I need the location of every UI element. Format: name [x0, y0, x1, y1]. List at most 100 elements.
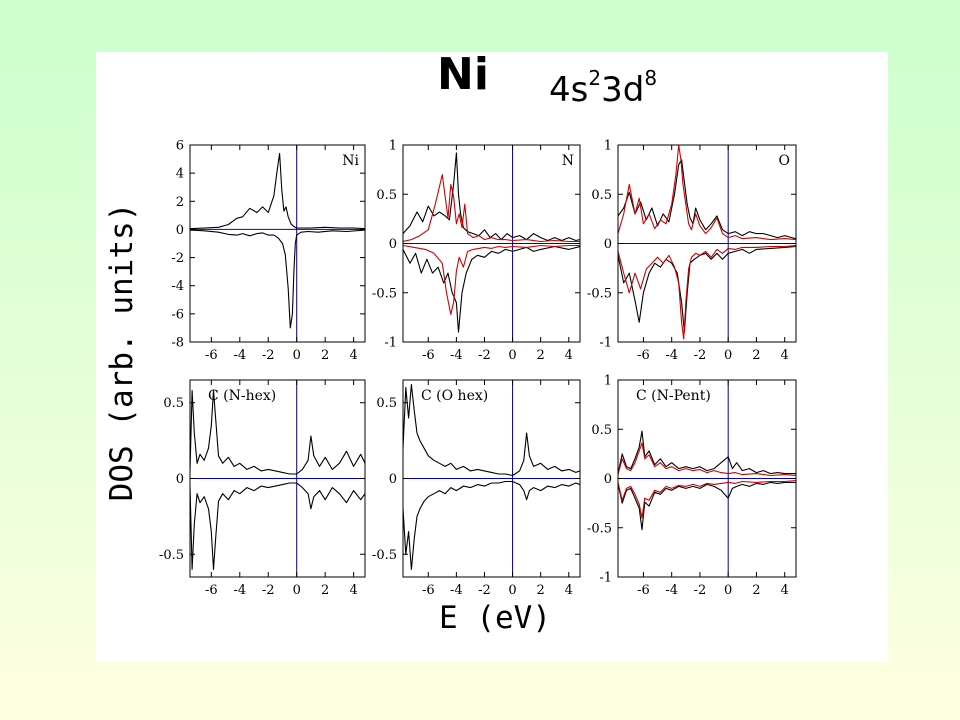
x-tick-label: 4: [781, 348, 789, 363]
x-tick-label: 4: [349, 348, 357, 363]
dos-panel-3: -6 -4 -2 0 2 4 -1 -0.5 0 0.5 1 O: [587, 139, 797, 363]
x-tick-label: -4: [665, 583, 678, 598]
y-tick-label: 0: [176, 223, 184, 238]
x-tick-label: -6: [637, 583, 650, 598]
x-tick-label: 0: [724, 583, 732, 598]
black-dos-curve-1: [190, 152, 365, 230]
y-tick-label: 0.5: [376, 188, 397, 203]
x-tick-label: 0: [508, 583, 516, 598]
x-tick-label: -4: [233, 583, 246, 598]
black-dos-curve-2: [190, 482, 365, 570]
series-group: [403, 383, 580, 570]
panel-label: N: [562, 153, 574, 169]
y-tick-label: 1: [604, 139, 612, 154]
x-tick-label: -2: [478, 583, 491, 598]
x-tick-label: -4: [233, 348, 246, 363]
y-tick-label: 0: [389, 472, 397, 487]
y-tick-label: 0: [604, 472, 612, 487]
y-tick-label: -8: [171, 336, 184, 351]
y-tick-label: 0: [389, 237, 397, 252]
x-tick-label: -2: [262, 348, 275, 363]
panel-label: C (O hex): [421, 388, 488, 404]
x-tick-label: -4: [450, 348, 463, 363]
red-dos-curve-2: [618, 145, 796, 241]
black-dos-curve-2: [190, 229, 365, 329]
x-tick-label: -2: [478, 348, 491, 363]
y-tick-label: 1: [604, 374, 612, 389]
red-dos-curve-4: [618, 244, 796, 340]
title-config-sup2: 8: [644, 66, 658, 90]
panel-label: C (N-Pent): [636, 388, 711, 404]
y-tick-label: -0.5: [159, 548, 184, 563]
black-dos-curve-3: [403, 245, 580, 333]
x-tick-label: -4: [665, 348, 678, 363]
y-tick-label: 0.5: [591, 188, 612, 203]
title-config-main: 4s: [549, 70, 589, 110]
y-tick-label: 1: [389, 139, 397, 154]
x-tick-label: 2: [537, 583, 545, 598]
y-tick-label: -6: [171, 307, 184, 322]
x-tick-label: -6: [637, 348, 650, 363]
y-tick-label: -0.5: [372, 548, 397, 563]
y-tick-label: -2: [171, 251, 184, 266]
series-group: [403, 152, 580, 333]
x-tick-label: 0: [724, 348, 732, 363]
x-tick-label: -2: [694, 583, 707, 598]
y-tick-label: -1: [599, 336, 612, 351]
y-tick-label: 0.5: [376, 396, 397, 411]
y-tick-label: 4: [176, 167, 184, 182]
panel-frame: [189, 144, 366, 343]
series-group: [190, 152, 365, 329]
y-tick-label: -1: [599, 571, 612, 586]
y-tick-label: 2: [176, 195, 184, 210]
panel-label: O: [779, 153, 790, 169]
black-dos-curve-3: [618, 245, 796, 333]
panel-label: C (N-hex): [208, 388, 276, 404]
y-tick-label: 0: [176, 472, 184, 487]
x-tick-label: -6: [422, 348, 435, 363]
x-tick-label: 2: [537, 348, 545, 363]
title-configuration: 4s23d8: [549, 58, 657, 110]
series-group: [618, 145, 796, 340]
dos-panel-5: -6 -4 -2 0 2 4 -0.5 0 0.5 C (O hex): [372, 379, 581, 598]
x-tick-label: 4: [565, 583, 573, 598]
red-dos-curve-4: [403, 244, 580, 315]
black-dos-curve-1: [618, 159, 796, 240]
x-tick-label: 0: [293, 348, 301, 363]
black-dos-curve-1: [403, 152, 580, 242]
x-tick-label: 4: [349, 583, 357, 598]
dos-panel-1: -6 -4 -2 0 2 4 -8 -6 -4 -2 0 2 4 6 Ni: [171, 139, 366, 363]
black-dos-curve-2: [403, 480, 580, 570]
x-tick-label: 2: [752, 348, 760, 363]
dos-panel-2: -6 -4 -2 0 2 4 -1 -0.5 0 0.5 1 N: [372, 139, 581, 363]
black-dos-curve-3: [618, 481, 796, 531]
slide-title: Ni 4s23d8: [437, 48, 717, 111]
red-dos-curve-4: [618, 479, 796, 519]
red-dos-curve-2: [618, 442, 796, 477]
y-tick-label: -0.5: [587, 286, 612, 301]
y-tick-label: 0.5: [591, 423, 612, 438]
x-tick-label: -6: [422, 583, 435, 598]
black-dos-curve-1: [618, 430, 796, 475]
x-tick-label: 0: [293, 583, 301, 598]
slide-panel: [96, 52, 888, 662]
x-tick-label: 2: [321, 583, 329, 598]
x-axis-title: E (eV): [439, 600, 551, 636]
y-tick-label: 6: [176, 139, 184, 154]
y-tick-label: 0.5: [163, 396, 184, 411]
x-tick-label: 4: [565, 348, 573, 363]
x-tick-label: 0: [508, 348, 516, 363]
panel-label: Ni: [342, 153, 359, 169]
x-tick-label: -2: [262, 583, 275, 598]
dos-panel-6: -6 -4 -2 0 2 4 -1 -0.5 0 0.5 1 C (N-Pent): [587, 374, 797, 598]
x-tick-label: -6: [205, 583, 218, 598]
series-group: [190, 390, 365, 570]
title-config-sup1: 2: [588, 66, 602, 90]
x-tick-label: -2: [694, 348, 707, 363]
y-tick-label: -4: [171, 279, 184, 294]
title-element: Ni: [437, 49, 489, 100]
title-config-mid: 3d: [601, 70, 645, 110]
x-tick-label: 2: [321, 348, 329, 363]
black-dos-curve-1: [403, 383, 580, 477]
